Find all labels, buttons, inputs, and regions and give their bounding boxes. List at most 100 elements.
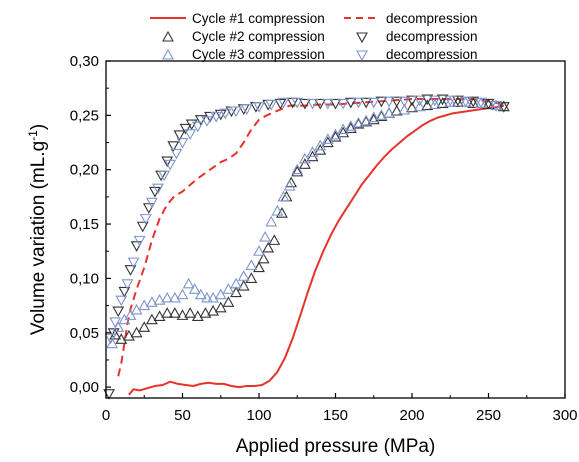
data-point	[367, 97, 380, 109]
data-point	[214, 288, 227, 300]
data-point	[106, 337, 119, 349]
data-point	[240, 104, 253, 115]
data-point	[138, 299, 151, 311]
y-axis-title-superscript: -1	[26, 130, 40, 141]
legend-label-cycle2-compression: Cycle #2 compression	[192, 29, 325, 44]
data-point	[421, 94, 434, 106]
data-point	[214, 109, 227, 121]
y-axis-title-close: )	[28, 124, 49, 130]
series-cycle2-compression	[109, 96, 510, 344]
data-point	[112, 306, 125, 318]
data-point	[352, 97, 365, 109]
data-point	[274, 98, 287, 110]
legend-triangle	[162, 30, 174, 42]
legend-marker-cycle2-decompression	[356, 32, 368, 44]
data-point	[115, 333, 128, 344]
data-point	[167, 141, 180, 152]
data-point	[451, 96, 464, 107]
data-point	[406, 101, 418, 113]
data-point	[329, 98, 342, 110]
data-point	[176, 288, 189, 300]
data-point	[207, 291, 220, 303]
data-point	[237, 279, 250, 291]
series-line-cycle1-decompression	[117, 98, 505, 377]
legend-marker-cycle3-compression	[162, 48, 174, 60]
data-point	[265, 99, 278, 111]
data-point	[467, 97, 480, 108]
data-point	[451, 95, 464, 107]
x-tick-label: 300	[552, 407, 577, 424]
data-point	[115, 295, 128, 307]
data-point	[344, 97, 357, 109]
data-point	[344, 120, 357, 131]
data-point	[277, 190, 290, 202]
legend-label-cycle1-decompression: decompression	[386, 11, 478, 26]
data-point	[138, 321, 151, 332]
data-point	[406, 95, 418, 107]
data-point	[145, 313, 158, 325]
x-axis-title: Applied pressure (MPa)	[236, 436, 436, 457]
y-tick-label: 0,20	[70, 162, 99, 179]
data-point	[142, 203, 155, 214]
data-point	[321, 98, 334, 110]
data-point	[191, 310, 204, 322]
data-point	[306, 98, 319, 110]
data-point	[390, 104, 403, 116]
x-tick-label: 50	[174, 407, 191, 424]
data-point	[265, 215, 278, 227]
data-point	[436, 97, 449, 108]
data-point	[121, 279, 134, 290]
data-point	[298, 98, 311, 110]
data-point	[245, 259, 258, 270]
data-point	[176, 137, 189, 149]
data-point	[153, 310, 166, 322]
x-tick-label: 250	[476, 407, 501, 424]
data-point	[201, 116, 213, 127]
legend-label-cycle2-decompression: decompression	[386, 29, 478, 44]
data-point	[474, 97, 487, 109]
data-point	[360, 114, 373, 126]
legend-marker-cycle2-compression	[162, 30, 174, 42]
data-point	[207, 304, 220, 316]
data-point	[184, 307, 197, 318]
data-point	[139, 214, 152, 225]
data-point	[262, 241, 275, 253]
data-point	[136, 221, 149, 233]
data-point	[383, 96, 395, 108]
legend-triangle	[356, 32, 368, 44]
data-point	[158, 170, 171, 182]
data-point	[337, 123, 350, 135]
legend: Cycle #1 compression decompression Cycle…	[150, 11, 478, 62]
data-point	[421, 99, 434, 111]
data-point	[259, 230, 272, 242]
x-tick-label: 150	[323, 407, 348, 424]
data-point	[429, 95, 441, 107]
data-point	[194, 288, 207, 300]
axis-ticks: 0 50 100 150 200 250 300 0,00 0,05 0,10 0,15 0,20 0,…	[70, 53, 578, 424]
data-point	[124, 309, 137, 320]
data-point	[124, 265, 137, 276]
data-point	[291, 165, 304, 177]
data-point	[152, 183, 164, 195]
plot-marks	[103, 94, 510, 400]
data-point	[253, 261, 265, 273]
legend-label-cycle3-compression: Cycle #3 compression	[192, 47, 325, 62]
data-point	[182, 277, 195, 289]
data-point	[145, 296, 158, 307]
data-point	[191, 121, 204, 133]
data-point	[164, 159, 177, 171]
series-cycle1-decompression	[117, 98, 505, 377]
data-point	[429, 98, 441, 110]
data-point	[321, 136, 334, 148]
data-point	[161, 307, 174, 318]
data-point	[188, 283, 201, 294]
data-point	[306, 146, 319, 157]
data-point	[199, 307, 212, 318]
data-point	[153, 294, 166, 305]
data-point	[104, 333, 117, 345]
data-point	[179, 123, 192, 135]
data-point	[398, 103, 411, 115]
data-point	[283, 179, 296, 191]
data-point	[444, 96, 457, 107]
